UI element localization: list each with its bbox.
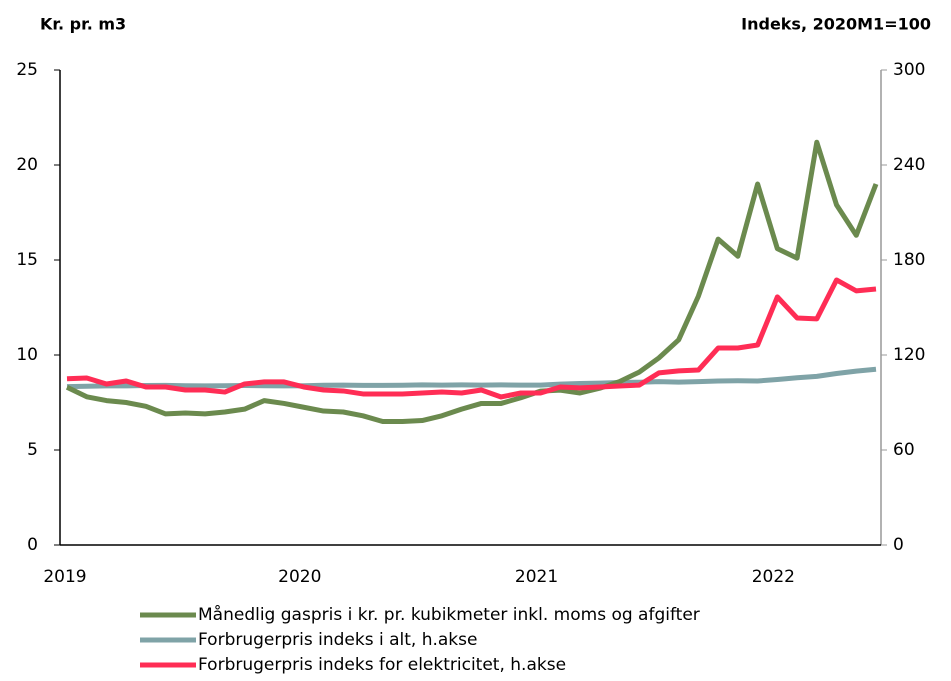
x-tick-label: 2020	[278, 567, 321, 587]
y-tick-label: 25	[16, 60, 38, 80]
y-axis-label: Kr. pr. m3	[40, 15, 126, 34]
y-tick-label: 20	[16, 155, 38, 175]
y2-tick-label: 120	[893, 345, 925, 365]
y-tick-label: 5	[27, 440, 38, 460]
y-tick-label: 15	[16, 250, 38, 270]
y2-tick-label: 240	[893, 155, 925, 175]
legend-label: Månedlig gaspris i kr. pr. kubikmeter in…	[198, 604, 700, 625]
legend-label: Forbrugerpris indeks for elektricitet, h…	[198, 655, 566, 675]
y2-axis-label: Indeks, 2020M1=100	[741, 15, 931, 34]
y2-tick-label: 180	[893, 250, 925, 270]
x-tick-label: 2019	[43, 567, 86, 587]
y2-tick-label: 60	[893, 440, 915, 460]
series-line	[66, 277, 877, 400]
y2-tick-label: 0	[893, 535, 904, 555]
y-tick-label: 0	[27, 535, 38, 555]
x-tick-label: 2021	[515, 567, 558, 587]
y-tick-label: 10	[16, 345, 38, 365]
legend-label: Forbrugerpris indeks i alt, h.akse	[198, 630, 477, 650]
series-line	[66, 366, 877, 390]
x-tick-label: 2022	[752, 567, 795, 587]
series-line	[65, 139, 879, 424]
y2-tick-label: 300	[893, 60, 925, 80]
